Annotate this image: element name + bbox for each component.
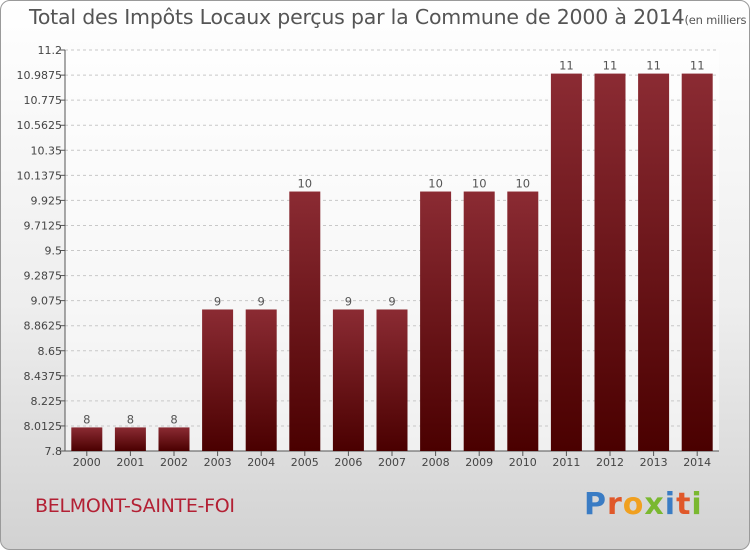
bar-data-label: 10 (472, 177, 487, 191)
bar-data-label: 11 (646, 59, 661, 73)
bar-data-label: 8 (83, 412, 90, 426)
y-tick-label: 9.2875 (24, 270, 63, 283)
x-tick-label: 2006 (334, 456, 362, 469)
logo-letter: o (622, 487, 645, 522)
bar-data-label: 11 (690, 59, 705, 73)
bar-data-label: 8 (170, 412, 177, 426)
x-tick-label: 2000 (73, 456, 101, 469)
chart-title-text: Total des Impôts Locaux perçus par la Co… (29, 5, 685, 29)
logo-letter: r (607, 487, 623, 522)
x-tick-label: 2013 (640, 456, 668, 469)
y-tick-label: 9.925 (31, 194, 63, 207)
x-tick-label: 2009 (465, 456, 493, 469)
bar-data-label: 9 (258, 294, 265, 308)
bar (550, 73, 582, 452)
bar (245, 309, 277, 451)
bar (289, 191, 321, 451)
commune-name: BELMONT-SAINTE-FOI (35, 495, 235, 517)
y-tick-label: 9.075 (31, 295, 63, 308)
x-tick-label: 2007 (378, 456, 406, 469)
bar (681, 73, 713, 452)
bar-data-label: 8 (127, 412, 134, 426)
bar-data-label: 10 (297, 177, 312, 191)
bar-data-label: 11 (559, 59, 574, 73)
bar (463, 191, 495, 451)
logo-letter: t (676, 487, 692, 522)
bar (158, 427, 190, 451)
bar (638, 73, 670, 452)
bar (332, 309, 364, 451)
proxiti-logo[interactable]: Proxiti (584, 487, 703, 522)
bar-data-label: 9 (388, 294, 395, 308)
chart-title: Total des Impôts Locaux perçus par la Co… (29, 5, 749, 29)
bar-data-label: 10 (515, 177, 530, 191)
bar (376, 309, 408, 451)
logo-letter: x (644, 487, 665, 522)
x-tick-label: 2005 (291, 456, 319, 469)
y-tick-label: 9.5 (45, 245, 63, 258)
y-tick-label: 10.35 (31, 144, 63, 157)
y-tick-label: 8.8625 (24, 320, 63, 333)
bar-data-label: 11 (603, 59, 618, 73)
logo-letter: i (691, 487, 703, 522)
y-tick-label: 8.0125 (24, 420, 63, 433)
x-tick-label: 2004 (247, 456, 275, 469)
y-tick-label: 10.5625 (17, 119, 63, 132)
y-tick-label: 10.775 (24, 94, 63, 107)
bar (594, 73, 626, 452)
bar (202, 309, 234, 451)
y-tick-label: 8.225 (31, 395, 63, 408)
x-tick-label: 2002 (160, 456, 188, 469)
bar (71, 427, 103, 451)
y-tick-label: 11.2 (38, 44, 63, 57)
x-tick-label: 2010 (509, 456, 537, 469)
x-tick-label: 2003 (204, 456, 232, 469)
bar (507, 191, 539, 451)
bar-data-label: 9 (214, 294, 221, 308)
y-tick-label: 8.4375 (24, 370, 63, 383)
x-tick-label: 2011 (552, 456, 580, 469)
y-tick-label: 9.7125 (24, 219, 63, 232)
y-tick-label: 8.65 (38, 345, 63, 358)
bar-data-label: 9 (345, 294, 352, 308)
y-tick-label: 10.1375 (17, 169, 63, 182)
logo-letter: i (664, 487, 677, 522)
bar (420, 191, 452, 451)
bar (114, 427, 146, 451)
x-tick-label: 2014 (683, 456, 711, 469)
bar-data-label: 10 (428, 177, 443, 191)
y-tick-label: 7.8 (45, 445, 63, 458)
x-tick-label: 2008 (422, 456, 450, 469)
x-tick-label: 2012 (596, 456, 624, 469)
x-tick-label: 2001 (116, 456, 144, 469)
y-tick-label: 10.9875 (17, 69, 63, 82)
logo-letter: P (584, 487, 607, 522)
chart-subtitle: (en milliers d'€) (684, 13, 749, 27)
